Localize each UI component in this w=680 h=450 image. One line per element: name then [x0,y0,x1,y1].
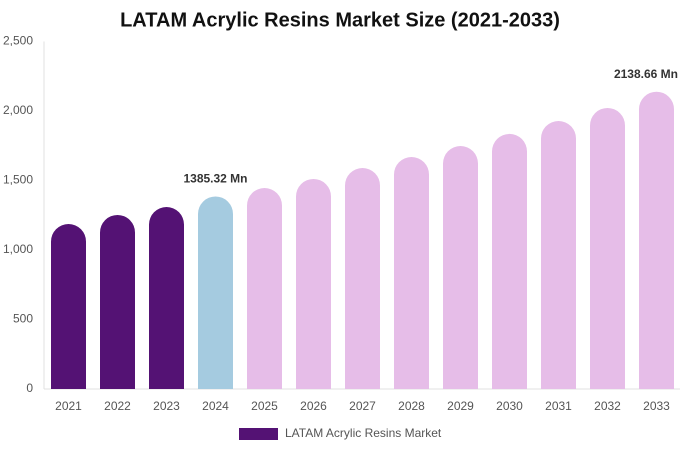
x-tick-label: 2027 [349,399,376,413]
bar [492,133,527,389]
bar [149,207,184,389]
y-tick-label: 1,500 [3,173,33,187]
y-tick-label: 500 [13,312,33,326]
bar [296,178,331,389]
y-tick-label: 0 [26,381,33,395]
legend-label: LATAM Acrylic Resins Market [285,426,442,440]
x-tick-label: 2033 [643,399,670,413]
legend-swatch [239,428,278,440]
bar [639,91,674,389]
value-label: 2138.66 Mn [614,67,678,81]
bar [345,167,380,389]
y-tick-label: 2,500 [3,34,33,48]
bar [394,157,429,389]
y-tick-label: 1,000 [3,242,33,256]
bar [51,224,86,389]
bar [590,107,625,389]
bar [247,188,282,389]
x-tick-label: 2029 [447,399,474,413]
x-tick-label: 2022 [104,399,131,413]
y-tick-label: 2,000 [3,103,33,117]
chart-title: LATAM Acrylic Resins Market Size (2021-2… [120,9,560,31]
bar [541,121,576,389]
x-tick-label: 2031 [545,399,572,413]
bar [443,146,478,389]
x-tick-label: 2026 [300,399,327,413]
x-tick-label: 2032 [594,399,621,413]
x-tick-label: 2028 [398,399,425,413]
x-tick-label: 2024 [202,399,229,413]
bar [100,214,135,389]
x-tick-label: 2025 [251,399,278,413]
x-tick-label: 2023 [153,399,180,413]
x-tick-label: 2021 [55,399,82,413]
value-label: 1385.32 Mn [183,172,247,186]
x-tick-label: 2030 [496,399,523,413]
bar [198,196,233,389]
